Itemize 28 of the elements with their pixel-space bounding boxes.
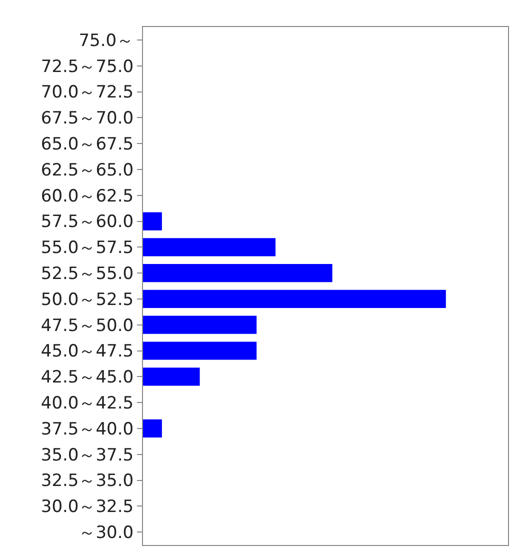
y-tick-label: 60.0～62.5 [40, 186, 134, 206]
y-tick-label: 50.0～52.5 [40, 290, 134, 310]
bar [143, 342, 257, 360]
y-tick-label: 72.5～75.0 [40, 56, 134, 77]
bar [143, 212, 162, 230]
y-tick-label: 45.0～47.5 [40, 342, 134, 362]
bar [143, 316, 257, 334]
y-tick-label: 37.5～40.0 [40, 419, 134, 440]
bar [143, 238, 276, 256]
bar [143, 368, 200, 386]
y-tick-label: 52.5～55.0 [40, 264, 134, 284]
y-tick-label: ～30.0 [78, 523, 134, 543]
y-tick-label: 42.5～45.0 [40, 368, 134, 388]
y-tick-label: 32.5～35.0 [40, 471, 134, 492]
y-tick-label: 75.0～ [78, 30, 134, 51]
bar [143, 290, 446, 308]
y-tick-label: 40.0～42.5 [40, 394, 134, 414]
y-tick-label: 62.5～65.0 [40, 160, 134, 180]
y-tick-label: 30.0～32.5 [40, 497, 134, 518]
bar [143, 264, 332, 282]
y-tick-label: 70.0～72.5 [40, 82, 134, 103]
y-tick-label: 65.0～67.5 [40, 134, 134, 154]
y-tick-label: 67.5～70.0 [40, 108, 134, 129]
y-tick-label: 55.0～57.5 [40, 238, 134, 258]
y-tick-label: 57.5～60.0 [40, 212, 134, 232]
y-tick-label: 47.5～50.0 [40, 316, 134, 336]
y-tick-label: 35.0～37.5 [40, 445, 134, 466]
bar [143, 419, 162, 438]
